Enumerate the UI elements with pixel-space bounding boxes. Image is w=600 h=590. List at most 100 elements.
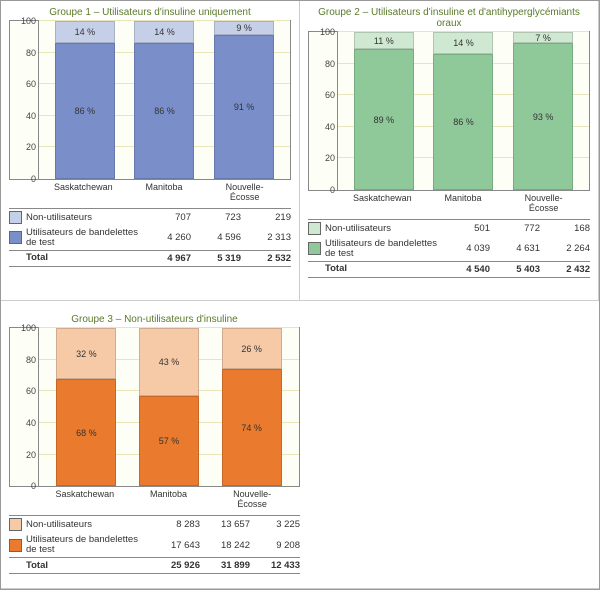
bar-seg-non-users: 14 % [134,21,194,43]
y-tick: 80 [26,355,36,365]
table-cell: 8 283 [150,519,200,530]
y-tick: 20 [325,153,335,163]
table-cell: 18 242 [200,540,250,551]
table-cell: 2 264 [540,243,590,254]
bar-seg-users: 86 % [55,43,115,179]
bar-seg-non-users: 14 % [55,21,115,43]
legend-swatch [9,539,22,552]
y-tick: 60 [26,79,36,89]
bar: 11 %89 % [354,32,414,190]
table-cell: 25 926 [150,560,200,571]
table-cell: 723 [191,212,241,223]
y-tick: 0 [31,174,36,184]
g2-panel: Groupe 2 – Utilisateurs d'insuline et d'… [300,1,599,301]
row-label-total: Total [325,264,440,274]
y-tick: 20 [26,142,36,152]
table-row: Non-utilisateurs8 28313 6573 225 [9,515,300,533]
panel-title: Groupe 2 – Utilisateurs d'insuline et d'… [308,7,590,29]
bar: 9 %91 % [214,21,274,179]
row-label-total: Total [26,253,141,263]
table-cell: 17 643 [150,540,200,551]
legend-swatch [9,231,22,244]
bar-seg-users: 86 % [433,54,493,190]
table-cell: 12 433 [250,560,300,571]
table-row: Utilisateurs de bandelettes de test17 64… [9,533,300,558]
bar-seg-non-users: 26 % [222,328,282,369]
table-cell: 31 899 [200,560,250,571]
table-row: Total4 9675 3192 532 [9,251,291,267]
plot-area: 11 %89 % 14 %86 % 7 %93 % [338,32,589,190]
table-row: Non-utilisateurs707723219 [9,208,291,226]
y-tick: 60 [325,90,335,100]
table-cell: 13 657 [200,519,250,530]
table-cell: 9 208 [250,540,300,551]
row-label-non-users: Non-utilisateurs [325,224,440,234]
table-cell: 4 260 [141,232,191,243]
bar-seg-non-users: 7 % [513,32,573,43]
bar: 14 %86 % [134,21,194,179]
y-tick: 80 [325,59,335,69]
bar: 14 %86 % [433,32,493,190]
table-row: Total25 92631 89912 433 [9,558,300,574]
bar-seg-non-users: 9 % [214,21,274,35]
table-cell: 707 [141,212,191,223]
row-label-non-users: Non-utilisateurs [26,213,141,223]
table-cell: 4 039 [440,243,490,254]
x-axis-labels: SaskatchewanManitobaNouvelle-Écosse [308,191,590,215]
x-label: Saskatchewan [55,489,115,509]
table-cell: 3 225 [250,519,300,530]
bar-seg-non-users: 43 % [139,328,199,396]
bar: 14 %86 % [55,21,115,179]
bar-seg-users: 68 % [56,379,116,486]
bar-seg-users: 89 % [354,49,414,190]
bar: 43 %57 % [139,328,199,486]
y-tick: 80 [26,48,36,58]
g1-panel: Groupe 1 – Utilisateurs d'insuline uniqu… [1,1,300,301]
x-label: Manitoba [138,489,198,509]
table-row: Utilisateurs de bandelettes de test4 039… [308,237,590,262]
row-label-users: Utilisateurs de bandelettes de test [325,239,440,259]
legend-swatch [308,222,321,235]
x-label: Saskatchewan [53,182,113,202]
table-cell: 2 532 [241,253,291,264]
x-axis-labels: Saskatchewan Manitoba Nouvelle-Écosse [9,487,300,511]
bars: 14 %86 %14 %86 %9 %91 % [39,21,290,179]
x-label: Manitoba [433,193,493,213]
table-row: Utilisateurs de bandelettes de test4 260… [9,226,291,251]
x-label: Nouvelle-Écosse [222,489,282,509]
x-label: Manitoba [134,182,194,202]
y-tick: 20 [26,450,36,460]
g3-table: Non-utilisateurs8 28313 6573 225Utilisat… [9,515,300,574]
panel-title: Groupe 1 – Utilisateurs d'insuline uniqu… [9,7,291,18]
y-axis: 020406080100 [10,21,39,179]
x-label: Nouvelle-Écosse [215,182,275,202]
bar-seg-users: 57 % [139,396,199,486]
y-tick: 60 [26,386,36,396]
y-tick: 100 [21,16,36,26]
y-axis: 020406080100 [309,32,338,190]
y-axis: 020406080100 [10,328,39,486]
y-tick: 40 [26,418,36,428]
y-tick: 100 [21,323,36,333]
table-cell: 4 631 [490,243,540,254]
row-label-users: Utilisateurs de bandelettes de test [26,228,141,248]
legend-swatch [9,211,22,224]
bars: 32 %68 %43 %57 %26 %74 % [39,328,299,486]
table-cell: 4 540 [440,264,490,275]
bar: 7 %93 % [513,32,573,190]
table-row: Non-utilisateurs501772168 [308,219,590,237]
bar-seg-users: 86 % [134,43,194,179]
row-label-non-users: Non-utilisateurs [26,520,150,530]
bar: 26 %74 % [222,328,282,486]
y-tick: 40 [325,122,335,132]
plot-area: 14 %86 %14 %86 %9 %91 % [39,21,290,179]
row-label-users: Utilisateurs de bandelettes de test [26,535,150,555]
legend-swatch [308,242,321,255]
g1-chart: 02040608010014 %86 %14 %86 %9 %91 % [9,20,291,180]
table-cell: 4 596 [191,232,241,243]
y-tick: 40 [26,111,36,121]
bars: 11 %89 % 14 %86 % 7 %93 % [338,32,589,190]
panel-title: Groupe 3 – Non-utilisateurs d'insuline [9,314,300,325]
table-cell: 501 [440,223,490,234]
table-cell: 2 432 [540,264,590,275]
